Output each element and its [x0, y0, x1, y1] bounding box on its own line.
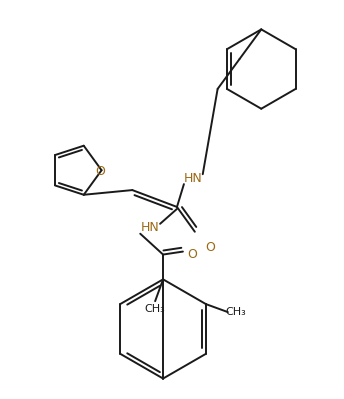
Text: HN: HN	[141, 221, 160, 234]
Text: O: O	[96, 165, 106, 178]
Text: CH₃: CH₃	[225, 307, 246, 317]
Text: O: O	[205, 241, 215, 254]
Text: HN: HN	[183, 172, 202, 185]
Text: O: O	[187, 248, 197, 261]
Text: CH₃: CH₃	[145, 304, 165, 314]
